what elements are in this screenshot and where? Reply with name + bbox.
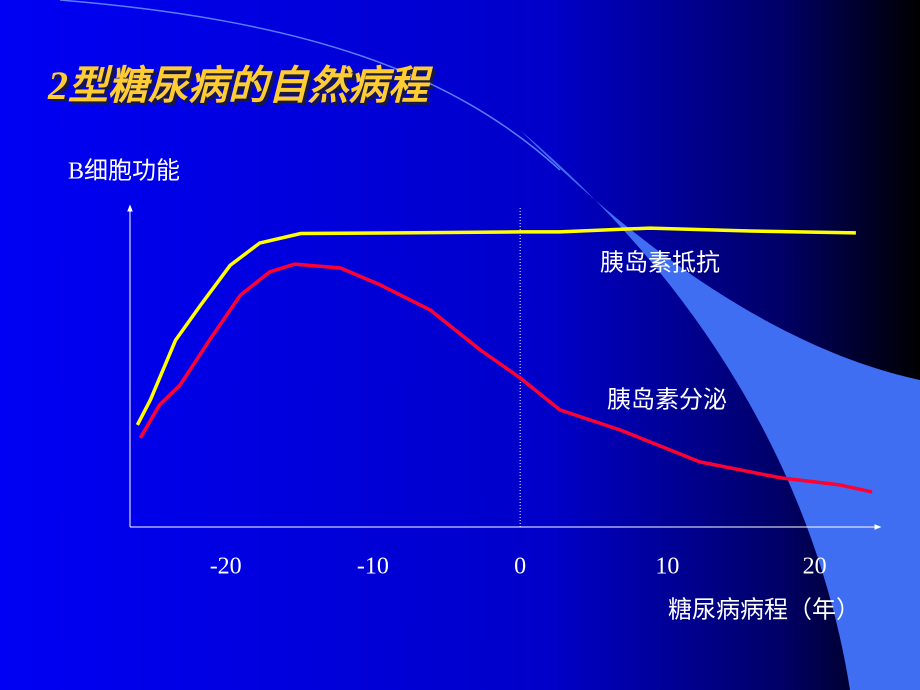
- x-tick-label: 0: [514, 554, 526, 580]
- title-shadow: 2型糖尿病的自然病程: [50, 66, 437, 111]
- swoosh: [520, 130, 920, 690]
- series-line: [135, 226, 856, 426]
- chart-title: 2型糖尿病的自然病程: [47, 63, 434, 108]
- x-tick-label: -10: [357, 554, 389, 580]
- swoosh-arc: [59, 0, 561, 171]
- series-label: 胰岛素抵抗: [600, 250, 720, 277]
- x-tick-label: 10: [655, 554, 679, 580]
- x-axis-label: 糖尿病病程（年）: [668, 597, 860, 624]
- x-tick-label: 20: [803, 554, 827, 580]
- series-label: 胰岛素分泌: [607, 387, 727, 414]
- y-axis-label: B细胞功能: [68, 158, 180, 185]
- series-line: [138, 262, 873, 494]
- x-tick-label: -20: [210, 554, 242, 580]
